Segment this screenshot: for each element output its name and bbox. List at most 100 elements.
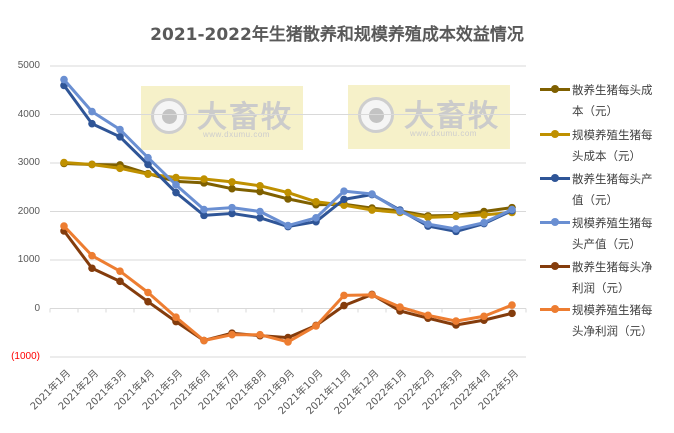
data-point-marker <box>144 170 152 178</box>
legend-label: 值（元） <box>572 193 618 207</box>
data-point-marker <box>144 297 152 306</box>
data-point-marker <box>284 188 292 197</box>
data-point-marker <box>284 195 292 203</box>
data-point-marker <box>340 291 348 300</box>
data-point-marker <box>256 207 264 216</box>
data-point-marker <box>228 184 236 193</box>
data-point-marker <box>60 158 68 167</box>
watermark-url: www.dxumu.com <box>203 130 270 139</box>
data-point-marker <box>172 181 180 189</box>
watermark: 大畜牧 www.dxumu.com <box>141 86 303 150</box>
data-point-marker <box>368 291 376 299</box>
chart-title: 2021-2022年生猪散养和规模养殖成本效益情况 <box>150 25 524 45</box>
y-tick-label: 3000 <box>17 157 40 168</box>
y-tick-label: (1000) <box>11 351 40 362</box>
legend-label: 散养生猪每头净 <box>572 260 653 274</box>
data-point-marker <box>228 330 236 339</box>
data-point-marker <box>172 313 180 322</box>
data-point-marker <box>172 188 180 197</box>
y-tick-label: 0 <box>34 303 40 314</box>
data-point-marker <box>116 267 124 275</box>
data-point-marker <box>452 212 460 221</box>
data-point-marker <box>144 153 152 162</box>
data-point-marker <box>172 173 180 182</box>
series-line <box>60 158 516 222</box>
legend-label: 散养生猪每头成 <box>572 83 653 97</box>
data-point-marker <box>368 206 376 214</box>
watermark-brand: 大畜牧 <box>197 100 293 135</box>
legend-label: 规模养殖生猪每 <box>572 216 653 230</box>
data-point-marker <box>452 317 460 325</box>
legend-label: 头成本（元） <box>572 149 641 163</box>
data-point-marker <box>116 164 124 173</box>
data-point-marker <box>200 211 208 220</box>
legend-label: 规模养殖生猪每 <box>572 128 653 142</box>
legend-line-marker-icon <box>540 262 570 270</box>
series-line <box>60 222 516 346</box>
data-point-marker <box>88 160 96 169</box>
data-point-marker <box>312 214 320 222</box>
data-point-marker <box>508 301 516 309</box>
legend-line-marker-icon <box>540 85 570 93</box>
data-point-marker <box>60 75 68 84</box>
data-point-marker <box>256 214 264 222</box>
data-point-marker <box>228 209 236 218</box>
data-point-marker <box>508 205 516 214</box>
data-point-marker <box>340 187 348 195</box>
data-point-marker <box>256 330 264 339</box>
y-tick-label: 2000 <box>17 206 40 217</box>
data-point-marker <box>480 312 488 321</box>
x-axis <box>49 308 527 313</box>
data-point-marker <box>144 160 152 169</box>
legend-label: 利润（元） <box>572 281 630 295</box>
gridlines <box>50 65 526 358</box>
data-point-marker <box>116 125 124 134</box>
data-point-marker <box>424 220 432 228</box>
data-point-marker <box>88 264 96 273</box>
data-point-marker <box>508 309 516 318</box>
data-point-marker <box>452 225 460 233</box>
legend-line-marker-icon <box>540 218 570 226</box>
legend-line-marker-icon <box>540 305 570 313</box>
data-point-marker <box>368 190 376 198</box>
series-line <box>60 227 516 345</box>
data-point-marker <box>396 303 404 311</box>
data-point-marker <box>424 311 432 320</box>
y-tick-label: 5000 <box>17 60 40 71</box>
series-lines <box>60 75 516 346</box>
data-point-marker <box>256 187 264 196</box>
data-point-marker <box>144 288 152 297</box>
data-point-marker <box>284 338 292 346</box>
data-point-marker <box>284 221 292 230</box>
data-point-marker <box>88 251 96 260</box>
legend-label: 头产值（元） <box>572 237 641 251</box>
data-point-marker <box>228 203 236 212</box>
data-point-marker <box>340 201 348 209</box>
data-point-marker <box>340 301 348 310</box>
legend-line-marker-icon <box>540 174 570 182</box>
legend-label: 规模养殖生猪每 <box>572 303 653 317</box>
data-point-marker <box>312 198 320 206</box>
legend-line-marker-icon <box>540 130 570 138</box>
data-point-marker <box>340 195 348 204</box>
data-point-marker <box>424 213 432 222</box>
y-tick-label: 4000 <box>17 109 40 120</box>
data-point-marker <box>200 336 208 345</box>
data-point-marker <box>256 181 264 190</box>
series-line <box>60 75 516 233</box>
data-point-marker <box>396 207 404 215</box>
y-tick-label: 1000 <box>17 254 40 265</box>
data-point-marker <box>60 222 68 230</box>
data-point-marker <box>200 175 208 183</box>
watermark-logo-icon <box>151 98 187 134</box>
data-point-marker <box>312 322 320 330</box>
data-point-marker <box>228 178 236 186</box>
data-point-marker <box>200 205 208 214</box>
data-point-marker <box>88 107 96 116</box>
watermark-url: www.dxumu.com <box>410 129 477 138</box>
data-point-marker <box>480 211 488 219</box>
watermark-brand: 大畜牧 <box>404 99 500 134</box>
data-point-marker <box>480 218 488 227</box>
data-point-marker <box>116 133 124 141</box>
